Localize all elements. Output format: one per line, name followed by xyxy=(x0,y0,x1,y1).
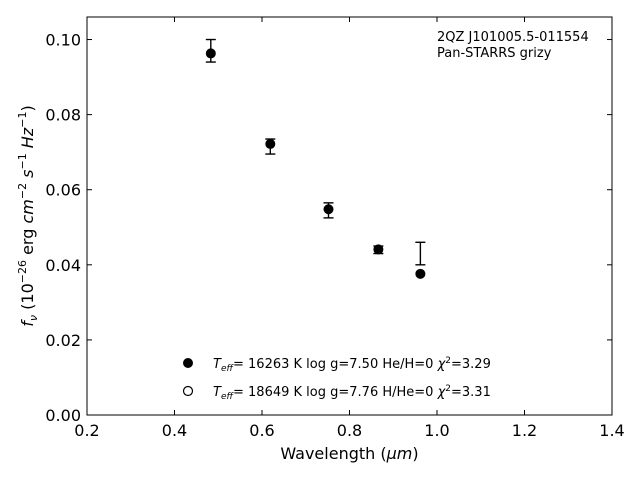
y-title-exp1: −26 xyxy=(16,260,29,283)
x-tick-label: 0.8 xyxy=(337,421,362,440)
y-title-close: ) xyxy=(18,105,37,111)
y-tick-label: 0.08 xyxy=(45,106,81,125)
legend-1-Tsub: eff xyxy=(221,364,235,374)
legend-2-Tsub: eff xyxy=(221,392,235,402)
y-title-cm: cm xyxy=(18,199,37,223)
y-tick-label: 0.02 xyxy=(45,331,81,350)
y-title-hz: Hz xyxy=(18,127,37,153)
y-title-exp3: −1 xyxy=(16,153,29,169)
x-tick-label: 1.0 xyxy=(424,421,449,440)
object-name: 2QZ J101005.5-011554 xyxy=(437,30,589,45)
x-axis: 0.2 0.4 0.6 0.8 1.0 1.2 1.4 xyxy=(74,17,625,440)
legend-1-chi: χ xyxy=(437,357,447,372)
legend-1-chival: =3.29 xyxy=(451,357,491,372)
x-axis-title-unit: μm xyxy=(386,444,413,463)
y-title-part1: (10 xyxy=(18,283,37,315)
x-tick-label: 1.2 xyxy=(512,421,537,440)
model-point-filled xyxy=(373,244,384,255)
y-tick-label: 0.00 xyxy=(45,406,81,425)
legend: Teff= 16263 K log g=7.50 He/H=0 χ2=3.29 … xyxy=(182,356,491,402)
y-title-exp2: −2 xyxy=(16,183,29,199)
y-axis-title: fν (10−26 erg cm−2 s−1 Hz−1) xyxy=(16,105,40,326)
legend-marker-open xyxy=(182,385,194,397)
y-tick-label: 0.10 xyxy=(45,31,81,50)
legend-marker-filled xyxy=(183,358,193,368)
y-axis: 0.00 0.02 0.04 0.06 0.08 0.10 xyxy=(45,31,612,425)
x-axis-title-suffix: ) xyxy=(412,444,418,463)
legend-2-text: = 18649 K log g=7.76 H/He=0 xyxy=(233,385,438,400)
legend-2-T: T xyxy=(213,385,222,400)
survey-name: Pan-STARRS grizy xyxy=(437,46,552,61)
y-title-s: s xyxy=(18,170,37,183)
legend-1-chisup: 2 xyxy=(445,356,451,366)
model-point-filled xyxy=(205,48,216,59)
model-point-filled xyxy=(415,268,426,279)
legend-2-chisup: 2 xyxy=(445,384,451,394)
model-point-filled xyxy=(323,204,334,215)
plot-area xyxy=(86,16,613,416)
legend-label-1: Teff= 16263 K log g=7.50 He/H=0 χ2=3.29 xyxy=(213,356,491,374)
y-title-f: f xyxy=(18,319,37,327)
x-axis-title-prefix: Wavelength ( xyxy=(280,444,386,463)
y-tick-label: 0.06 xyxy=(45,181,81,200)
legend-2-chi: χ xyxy=(437,385,447,400)
legend-label-2: Teff= 18649 K log g=7.76 H/He=0 χ2=3.31 xyxy=(213,384,491,402)
x-axis-title: Wavelength (μm) xyxy=(280,444,418,463)
y-tick-label: 0.04 xyxy=(45,256,81,275)
legend-1-text: = 16263 K log g=7.50 He/H=0 xyxy=(233,357,438,372)
y-title-part2: erg xyxy=(18,224,37,260)
legend-2-chival: =3.31 xyxy=(451,385,491,400)
errorbar-point xyxy=(415,241,426,266)
model-point-filled xyxy=(265,138,276,149)
y-title-nu: ν xyxy=(27,315,40,321)
legend-1-T: T xyxy=(213,357,222,372)
x-tick-label: 0.6 xyxy=(249,421,274,440)
model-series xyxy=(205,48,426,279)
y-title-exp4: −1 xyxy=(16,112,29,128)
x-tick-label: 0.2 xyxy=(74,421,99,440)
x-tick-label: 0.4 xyxy=(162,421,187,440)
x-tick-label: 1.4 xyxy=(599,421,624,440)
